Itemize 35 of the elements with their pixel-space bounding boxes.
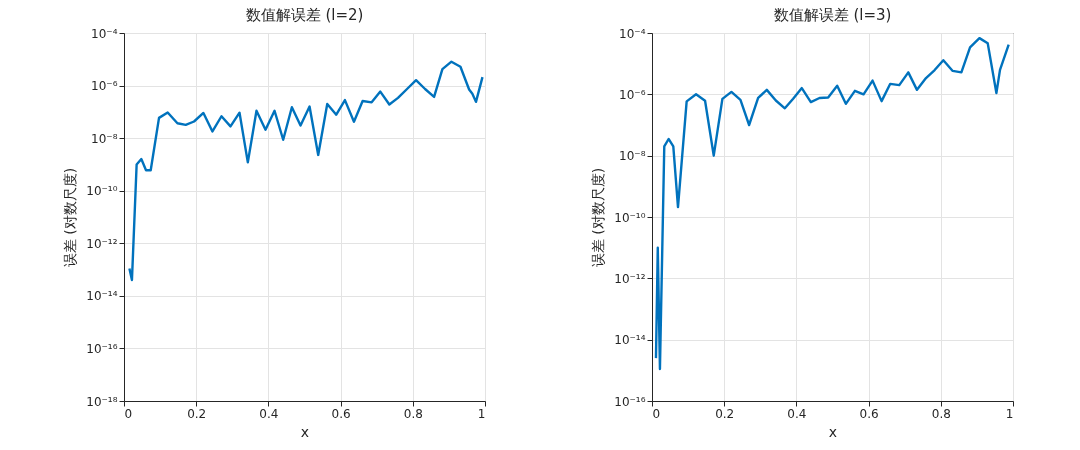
x-tick-label: 0.8 <box>931 406 951 421</box>
y-axis-title: 误差 (对数尺度) <box>62 167 79 268</box>
x-tick-label: 0 <box>652 406 661 421</box>
x-tick-label: 0.6 <box>331 406 351 421</box>
y-tick-label: 10⁻⁴ <box>619 26 646 41</box>
x-tick-label: 0 <box>124 406 133 421</box>
y-tick-label: 10⁻¹² <box>86 236 118 251</box>
x-tick-label: 0.6 <box>859 406 879 421</box>
x-axis-title: x <box>828 423 838 440</box>
line-series <box>128 60 484 282</box>
line-series <box>654 36 1010 371</box>
y-tick-label: 10⁻¹⁴ <box>86 289 118 304</box>
y-tick-label: 10⁻⁸ <box>619 149 646 164</box>
y-tick-label: 10⁻¹⁶ <box>86 341 118 356</box>
chart-title: 数值解误差 (l=2) <box>245 6 364 24</box>
x-tick-label: 0.8 <box>403 406 423 421</box>
y-tick-label: 10⁻⁶ <box>91 79 118 94</box>
y-tick-label: 10⁻¹² <box>614 271 646 286</box>
y-tick-label: 10⁻¹⁰ <box>86 184 118 199</box>
y-tick-label: 10⁻¹⁶ <box>614 394 646 409</box>
y-tick-label: 10⁻¹⁸ <box>86 394 118 409</box>
x-tick-label: 1 <box>477 406 486 421</box>
y-tick-label: 10⁻⁸ <box>91 131 118 146</box>
chart-title: 数值解误差 (l=3) <box>773 6 892 24</box>
x-axis-title: x <box>300 423 310 440</box>
y-tick-label: 10⁻¹⁴ <box>614 333 646 348</box>
y-axis-title: 误差 (对数尺度) <box>590 167 607 268</box>
x-tick-label: 0.4 <box>259 406 279 421</box>
x-tick-label: 0.2 <box>715 406 735 421</box>
x-tick-label: 0.2 <box>187 406 207 421</box>
y-tick-label: 10⁻⁴ <box>91 26 118 41</box>
y-tick-label: 10⁻⁶ <box>619 87 646 102</box>
x-tick-label: 1 <box>1005 406 1014 421</box>
x-tick-label: 0.4 <box>787 406 807 421</box>
y-tick-label: 10⁻¹⁰ <box>614 210 646 225</box>
